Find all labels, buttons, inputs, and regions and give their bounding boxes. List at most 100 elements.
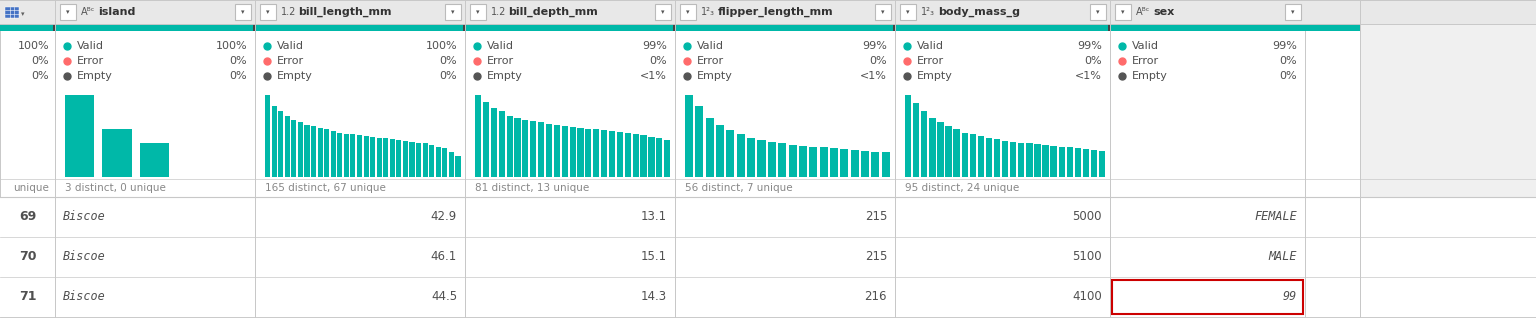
Text: bill_length_mm: bill_length_mm <box>298 7 392 17</box>
Bar <box>871 152 880 177</box>
Bar <box>656 138 662 177</box>
Bar <box>0 31 1359 197</box>
Bar <box>892 24 895 31</box>
Bar <box>350 135 355 177</box>
Text: ▾: ▾ <box>882 9 885 15</box>
Text: 4100: 4100 <box>1072 291 1101 303</box>
Bar <box>253 24 257 31</box>
Text: 56 distinct, 7 unique: 56 distinct, 7 unique <box>685 183 793 193</box>
Text: ▾: ▾ <box>687 9 690 15</box>
Bar <box>0 179 1359 197</box>
Bar <box>562 126 568 177</box>
Text: 81 distinct, 13 unique: 81 distinct, 13 unique <box>475 183 590 193</box>
Bar <box>1107 24 1111 31</box>
Bar <box>862 151 869 177</box>
Bar <box>882 152 889 177</box>
Bar <box>737 135 745 177</box>
Text: 1²₃: 1²₃ <box>922 7 935 17</box>
Bar <box>876 4 891 20</box>
Bar <box>608 131 614 177</box>
Bar <box>284 116 290 177</box>
Bar <box>482 101 488 177</box>
Bar <box>929 118 935 177</box>
Text: body_mass_g: body_mass_g <box>938 7 1020 17</box>
Bar <box>648 137 654 177</box>
Bar <box>436 147 441 177</box>
Text: 14.3: 14.3 <box>641 291 667 303</box>
Bar <box>422 143 427 177</box>
Bar <box>905 95 911 177</box>
Text: 1.2: 1.2 <box>492 7 507 17</box>
Bar <box>673 24 676 31</box>
Text: 3 distinct, 0 unique: 3 distinct, 0 unique <box>65 183 166 193</box>
Text: 5100: 5100 <box>1072 251 1101 264</box>
Text: ▾: ▾ <box>1121 9 1124 15</box>
Text: Empty: Empty <box>77 72 112 81</box>
Text: Valid: Valid <box>487 41 515 51</box>
Bar <box>1051 146 1057 177</box>
Bar <box>617 132 624 177</box>
Text: 42.9: 42.9 <box>430 211 458 224</box>
Text: Empty: Empty <box>697 72 733 81</box>
Text: Empty: Empty <box>917 72 952 81</box>
Bar <box>475 95 481 177</box>
Bar <box>330 131 336 177</box>
Text: 100%: 100% <box>215 41 247 51</box>
Text: 99%: 99% <box>1077 41 1101 51</box>
Bar <box>554 125 561 177</box>
Text: Biscoe: Biscoe <box>63 251 106 264</box>
Bar <box>716 125 723 177</box>
Bar <box>5 6 18 17</box>
Text: 13.1: 13.1 <box>641 211 667 224</box>
Bar <box>779 143 786 177</box>
Text: 0%: 0% <box>229 56 247 66</box>
Bar <box>625 133 631 177</box>
Text: island: island <box>98 7 135 17</box>
Text: Biscoe: Biscoe <box>63 211 106 224</box>
Bar <box>1018 142 1025 177</box>
Bar <box>1058 147 1064 177</box>
Bar <box>1043 145 1049 177</box>
Text: 69: 69 <box>18 211 37 224</box>
Bar <box>449 152 455 177</box>
Bar <box>945 126 952 177</box>
Bar <box>768 142 776 177</box>
Text: 1²₃: 1²₃ <box>700 7 714 17</box>
Text: Valid: Valid <box>276 41 304 51</box>
Bar <box>1091 4 1106 20</box>
Text: 0%: 0% <box>439 72 458 81</box>
Bar <box>922 111 928 177</box>
Text: 0%: 0% <box>31 56 49 66</box>
Text: Aᴮᶜ: Aᴮᶜ <box>81 7 95 17</box>
Bar <box>829 148 839 177</box>
Text: ▾: ▾ <box>266 9 270 15</box>
Bar <box>680 4 696 20</box>
Bar <box>654 4 671 20</box>
Text: 0%: 0% <box>439 56 458 66</box>
Bar <box>937 122 943 177</box>
Bar <box>530 121 536 177</box>
Bar <box>370 137 375 177</box>
Bar <box>416 142 421 177</box>
Text: 44.5: 44.5 <box>432 291 458 303</box>
Bar <box>310 126 316 177</box>
Bar <box>318 128 323 177</box>
Bar <box>585 128 591 177</box>
Text: 70: 70 <box>18 251 37 264</box>
Bar <box>954 129 960 177</box>
Bar <box>641 135 647 177</box>
Text: unique: unique <box>14 183 49 193</box>
Text: 0%: 0% <box>1279 72 1296 81</box>
Bar <box>746 138 756 177</box>
Bar <box>696 106 703 177</box>
Bar <box>445 4 461 20</box>
Bar <box>1115 4 1130 20</box>
Bar <box>292 120 296 177</box>
Text: 0%: 0% <box>1084 56 1101 66</box>
Bar <box>994 139 1000 177</box>
Text: ▾: ▾ <box>906 9 909 15</box>
Text: Error: Error <box>276 56 304 66</box>
Bar <box>382 138 389 177</box>
Bar <box>633 134 639 177</box>
Text: Error: Error <box>697 56 723 66</box>
